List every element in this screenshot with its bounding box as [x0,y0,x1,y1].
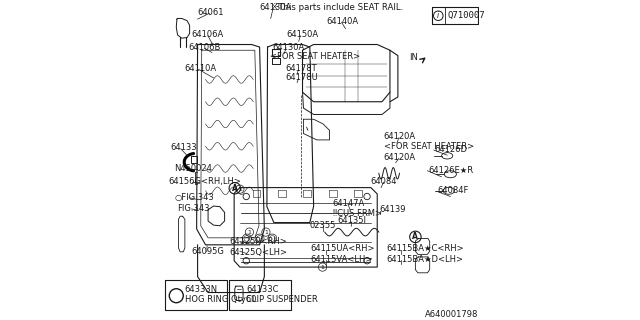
Text: i: i [437,11,439,20]
Text: 64139: 64139 [380,205,406,214]
Text: IN: IN [409,53,418,62]
Text: 1: 1 [321,265,324,269]
Text: 64061: 64061 [198,8,224,17]
Text: FIG.343: FIG.343 [177,204,210,213]
Text: 64140A: 64140A [326,17,358,26]
Text: 64120A: 64120A [383,153,416,162]
Text: 64133: 64133 [170,143,197,152]
Text: 64110A: 64110A [184,64,216,73]
Text: 64178T: 64178T [285,64,317,73]
Text: 64126D: 64126D [435,145,467,154]
Text: A: A [412,232,419,241]
Text: 64095G: 64095G [191,247,224,256]
Text: 64115BA★C<RH>: 64115BA★C<RH> [387,244,465,253]
Text: <FOR SEAT HEATER>: <FOR SEAT HEATER> [383,142,474,151]
Text: 64115UA<RH>: 64115UA<RH> [310,244,375,253]
Text: 64156G<RH,LH>: 64156G<RH,LH> [168,177,241,186]
Text: 64125P<RH>: 64125P<RH> [229,237,287,246]
Text: ○FIG.343: ○FIG.343 [174,193,214,202]
Text: 1: 1 [248,230,252,235]
Text: A640001798: A640001798 [425,310,478,319]
Text: 1: 1 [238,187,242,192]
Text: Q710007: Q710007 [447,11,485,20]
Text: CLIP SUSPENDER: CLIP SUSPENDER [246,295,318,304]
Text: A: A [232,184,237,193]
Text: 02355: 02355 [310,221,336,230]
Text: 64125Q<LH>: 64125Q<LH> [229,248,287,257]
Text: ※This parts include SEAT RAIL.: ※This parts include SEAT RAIL. [271,3,403,12]
Text: 64130A: 64130A [260,4,292,12]
Text: 64126E★R: 64126E★R [428,166,473,175]
Text: 64115BA★D<LH>: 64115BA★D<LH> [387,255,464,264]
Text: 64106A: 64106A [191,30,223,39]
Text: 64150A: 64150A [287,30,319,39]
Text: 64120A: 64120A [383,132,416,141]
Text: 64133C: 64133C [246,285,279,294]
Text: 64147A: 64147A [333,199,365,208]
Text: 64115VA<LH>: 64115VA<LH> [310,255,373,264]
Text: 64084F: 64084F [438,186,469,195]
Text: 64135I: 64135I [337,217,367,226]
Text: 64130A: 64130A [272,43,305,52]
Text: 64106B: 64106B [188,43,221,52]
Text: 64178U: 64178U [285,73,318,83]
Text: 1: 1 [264,230,268,235]
Text: ‼CUS FRM>: ‼CUS FRM> [333,209,381,218]
Text: 64084: 64084 [371,177,397,186]
Text: N450024: N450024 [173,164,212,173]
Text: HOG RING Qty60: HOG RING Qty60 [185,295,257,304]
Text: 64333N: 64333N [185,285,218,294]
Text: <FOR SEAT HEATER>: <FOR SEAT HEATER> [270,52,360,61]
